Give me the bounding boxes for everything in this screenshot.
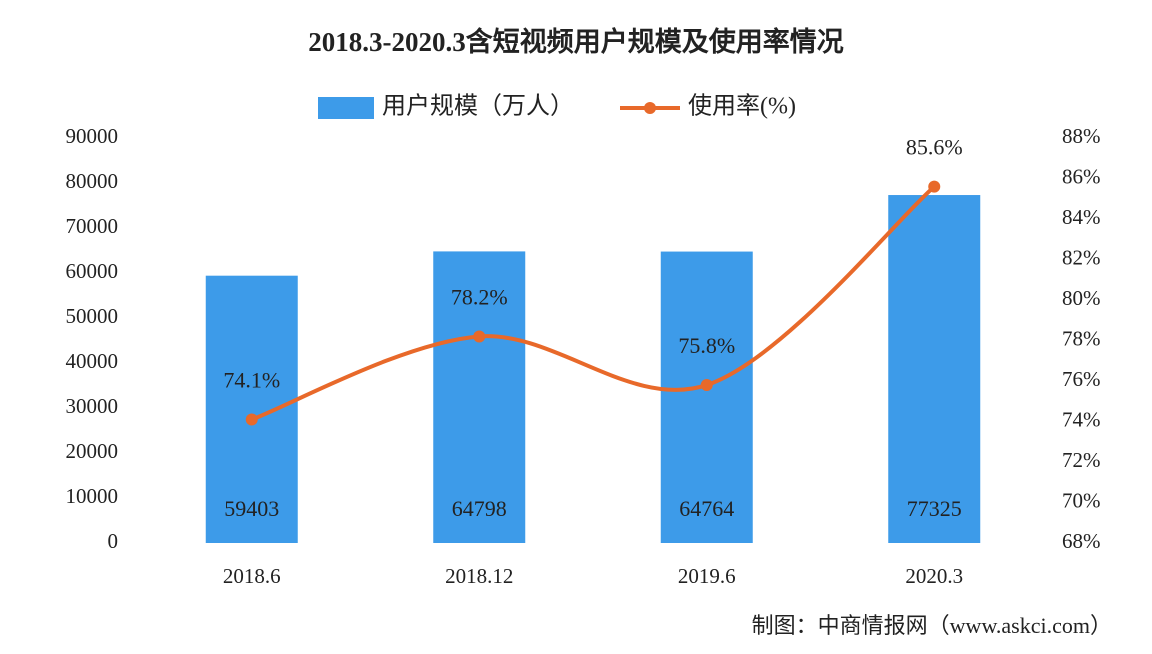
y-tick-label: 80000 [66,169,119,193]
x-tick-label: 2020.3 [905,564,963,588]
bar [433,251,526,543]
legend-label: 用户规模（万人） [382,93,574,120]
y-tick-label: 0 [108,529,119,553]
legend-swatch [644,102,656,114]
y-tick-label: 10000 [66,484,119,508]
y-tick-label: 90000 [66,124,119,148]
line-point [700,379,713,392]
y2-tick-label: 78% [1062,326,1101,350]
data-label: 64764 [679,496,734,521]
y2-tick-label: 84% [1062,205,1101,229]
y2-tick-label: 86% [1062,164,1101,188]
y2-tick-label: 72% [1062,448,1101,472]
data-label: 77325 [907,496,962,521]
y2-tick-label: 88% [1062,124,1101,148]
bar [888,195,981,543]
x-tick-label: 2018.12 [445,564,513,588]
source-note: 制图：中商情报网（www.askci.com） [752,613,1112,638]
y2-tick-label: 74% [1062,407,1101,431]
y2-tick-label: 70% [1062,488,1101,512]
line-point [245,413,258,426]
y-tick-label: 20000 [66,439,119,463]
data-label: 78.2% [451,284,508,309]
chart-title: 2018.3-2020.3含短视频用户规模及使用率情况 [308,26,844,57]
line [251,185,936,422]
y2-tick-label: 76% [1062,367,1101,391]
x-tick-label: 2018.6 [223,564,281,588]
y-tick-label: 70000 [66,214,119,238]
data-label: 59403 [224,496,279,521]
y-tick-label: 50000 [66,304,119,328]
y-tick-label: 60000 [66,259,119,283]
y-tick-label: 30000 [66,394,119,418]
line-point [473,330,486,343]
data-label: 64798 [452,496,507,521]
legend-label: 使用率(%) [688,93,796,120]
y-tick-label: 40000 [66,349,119,373]
y2-tick-label: 82% [1062,245,1101,269]
data-label: 74.1% [223,368,280,393]
bar [660,251,753,543]
y2-tick-label: 68% [1062,529,1101,553]
x-tick-label: 2019.6 [678,564,736,588]
data-label: 85.6% [906,135,963,160]
legend-swatch [318,97,374,119]
y2-tick-label: 80% [1062,286,1101,310]
bar [205,275,298,543]
data-label: 75.8% [678,333,735,358]
line-point [928,180,941,193]
